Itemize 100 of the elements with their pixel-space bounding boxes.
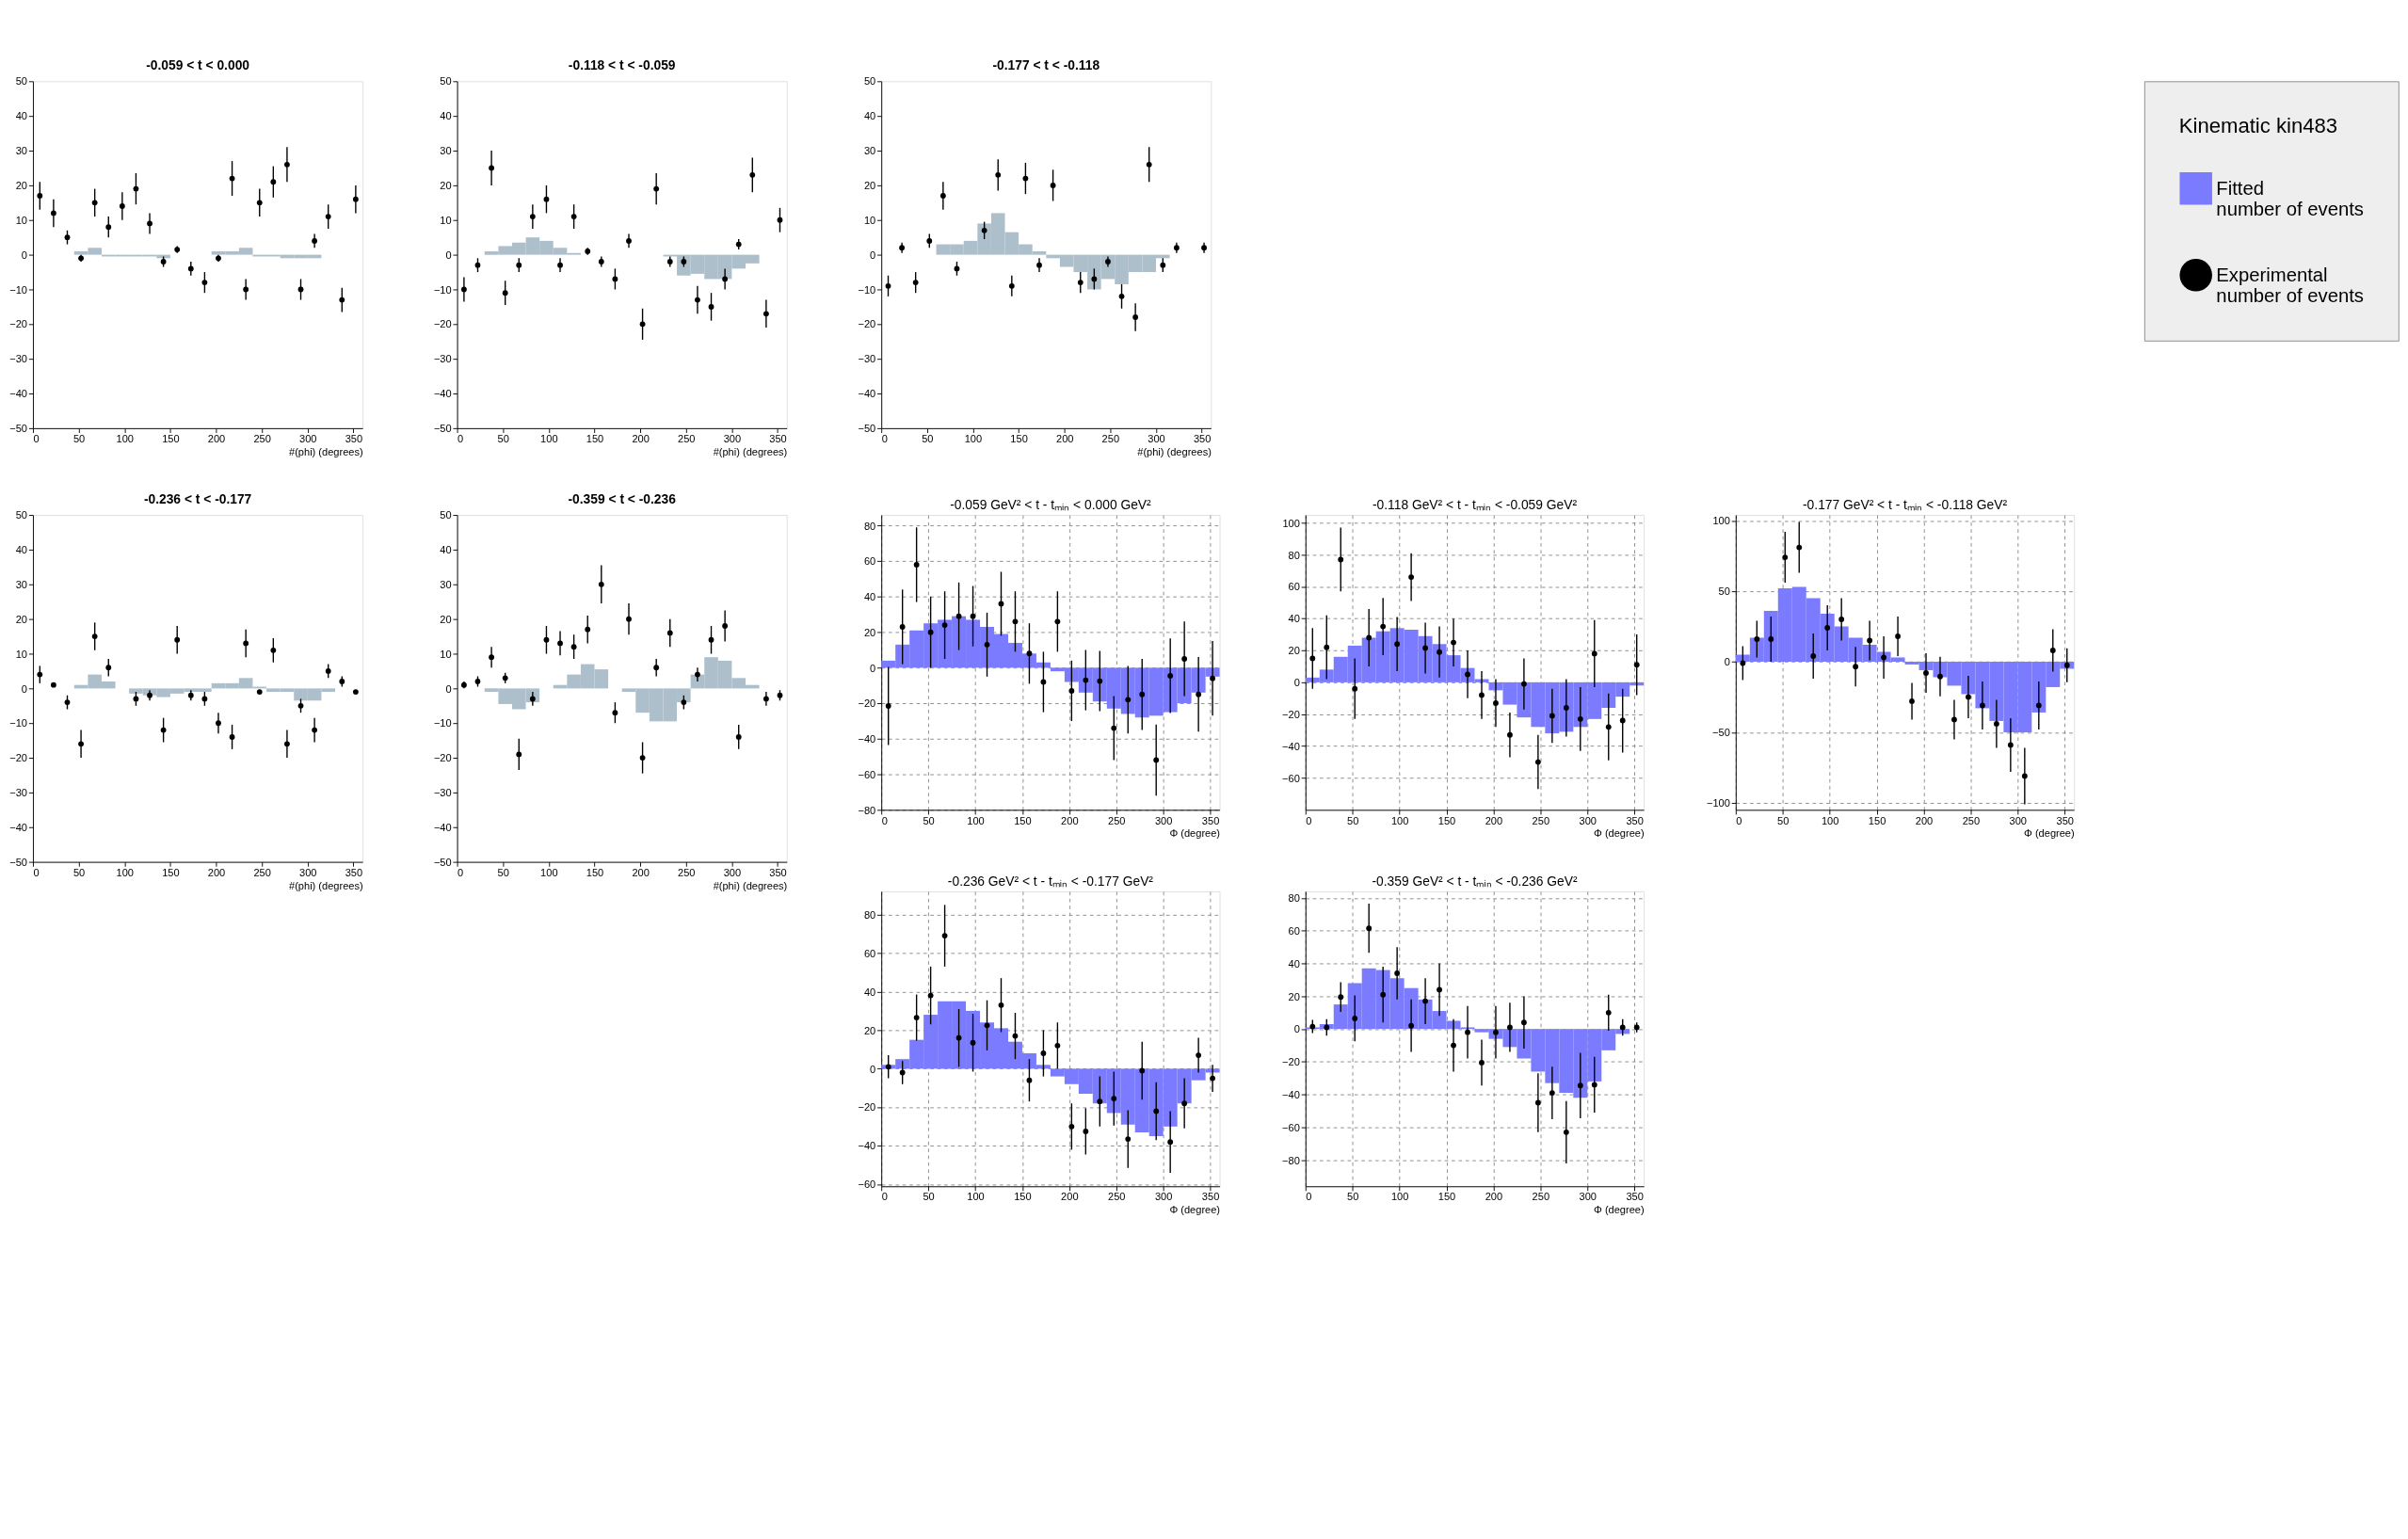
y-tick-label: 20 [1288,990,1300,1002]
y-tick-label: −30 [858,353,876,365]
y-tick-label: −40 [9,388,28,400]
y-tick-label: 0 [445,682,452,695]
y-tick-label: 100 [1282,517,1300,529]
y-tick-label: 50 [863,75,876,88]
y-tick-label: 10 [15,648,28,660]
y-tick-label: 80 [863,908,876,921]
y-tick-label: 60 [863,947,876,959]
y-tick-label: −50 [433,856,452,868]
x-tick-label: 150 [1437,1191,1456,1203]
x-axis-title: Φ (degree) [1169,1204,1221,1216]
y-tick-label: 40 [15,544,28,556]
y-tick-label: 60 [1288,924,1300,937]
y-tick-label: 50 [1718,585,1730,598]
y-tick-label: 40 [440,544,452,556]
x-tick-label: 50 [1777,814,1790,826]
x-tick-label: 100 [1821,814,1839,826]
chart-title: -0.177 GeV² < t - tₘᵢₙ < -0.118 GeV² [1803,496,2008,512]
y-tick-label: 80 [863,520,876,532]
y-tick-label: 40 [863,110,876,122]
x-tick-label: 50 [922,433,934,445]
y-tick-label: 20 [1288,645,1300,657]
chart-title: -0.177 < t < -0.118 [992,57,1100,73]
y-tick-label: 0 [21,682,28,695]
x-tick-label: 200 [632,866,650,878]
x-tick-label: 250 [1101,433,1120,445]
y-tick-label: 20 [440,613,452,625]
x-axis-title: #(phi) (degrees) [289,879,363,891]
y-tick-label: −40 [858,1140,876,1152]
y-tick-label: 60 [863,555,876,568]
chart-title: -0.118 < t < -0.059 [568,57,676,73]
x-axis-title: #(phi) (degrees) [289,445,363,457]
x-tick-label: 150 [586,433,604,445]
x-tick-label: 350 [1201,1191,1220,1203]
x-tick-label: 100 [116,866,134,878]
y-tick-label: 80 [1288,892,1300,905]
x-tick-label: 50 [923,1191,935,1203]
y-tick-label: 40 [15,110,28,122]
x-tick-label: 300 [1154,814,1173,826]
x-tick-label: 300 [723,866,742,878]
y-tick-label: −40 [858,388,876,400]
y-tick-label: 30 [863,145,876,157]
chart-title: -0.236 < t < -0.177 [143,491,252,507]
y-tick-label: 20 [863,180,876,192]
x-axis-title: #(phi) (degrees) [1137,445,1212,457]
y-tick-label: 40 [1288,613,1300,625]
x-axis-title: Φ (degree) [2024,827,2075,840]
chart-title: -0.236 GeV² < t - tₘᵢₙ < -0.177 GeV² [947,873,1154,889]
x-axis-title: Φ (degree) [1594,827,1645,840]
x-tick-label: 0 [33,433,40,445]
y-tick-label: −40 [1282,740,1300,752]
x-tick-label: 200 [207,433,226,445]
x-tick-label: 100 [1390,1191,1409,1203]
y-tick-label: 20 [15,613,28,625]
y-tick-label: 0 [445,248,452,261]
x-tick-label: 200 [1061,1191,1079,1203]
x-tick-label: 150 [1010,433,1028,445]
y-tick-label: 50 [15,509,28,521]
x-tick-label: 150 [162,433,180,445]
x-tick-label: 350 [1626,1191,1644,1203]
y-tick-label: −60 [858,1178,876,1191]
y-tick-label: −40 [433,388,452,400]
legend-label: Fitted number of events [2216,177,2364,219]
x-tick-label: 300 [2009,814,2028,826]
chart-title: -0.359 GeV² < t - tₘᵢₙ < -0.236 GeV² [1372,873,1578,889]
x-tick-label: 50 [72,433,86,445]
x-tick-label: 0 [1306,1191,1312,1203]
y-tick-label: 0 [1293,677,1300,689]
y-tick-label: 10 [863,214,876,226]
chart-title: -0.359 < t < -0.236 [568,491,677,507]
x-tick-label: 300 [1154,1191,1173,1203]
y-tick-label: −20 [1282,708,1300,720]
y-tick-label: −50 [9,856,28,868]
x-tick-label: 50 [923,814,935,826]
x-tick-label: 100 [1390,814,1409,826]
x-tick-label: 150 [1437,814,1456,826]
x-axis-title: #(phi) (degrees) [713,879,788,891]
x-axis-title: #(phi) (degrees) [713,445,788,457]
y-tick-label: 40 [863,591,876,603]
y-tick-label: 20 [440,180,452,192]
y-tick-label: −20 [433,752,452,764]
x-tick-label: 350 [1193,433,1212,445]
y-tick-label: 0 [870,1063,876,1075]
x-tick-label: 100 [967,1191,985,1203]
x-tick-label: 0 [1736,814,1742,826]
x-tick-label: 250 [1108,1191,1126,1203]
x-tick-label: 50 [497,433,509,445]
x-tick-label: 0 [458,866,464,878]
x-tick-label: 250 [1532,814,1550,826]
x-tick-label: 350 [1201,814,1220,826]
y-tick-label: −30 [433,787,452,799]
x-tick-label: 350 [1626,814,1644,826]
y-tick-label: −20 [9,752,28,764]
x-tick-label: 350 [2056,814,2074,826]
y-tick-label: −10 [433,283,452,296]
x-tick-label: 100 [967,814,985,826]
y-tick-label: 40 [1288,957,1300,970]
x-tick-label: 150 [1014,814,1032,826]
x-tick-label: 150 [162,866,180,878]
